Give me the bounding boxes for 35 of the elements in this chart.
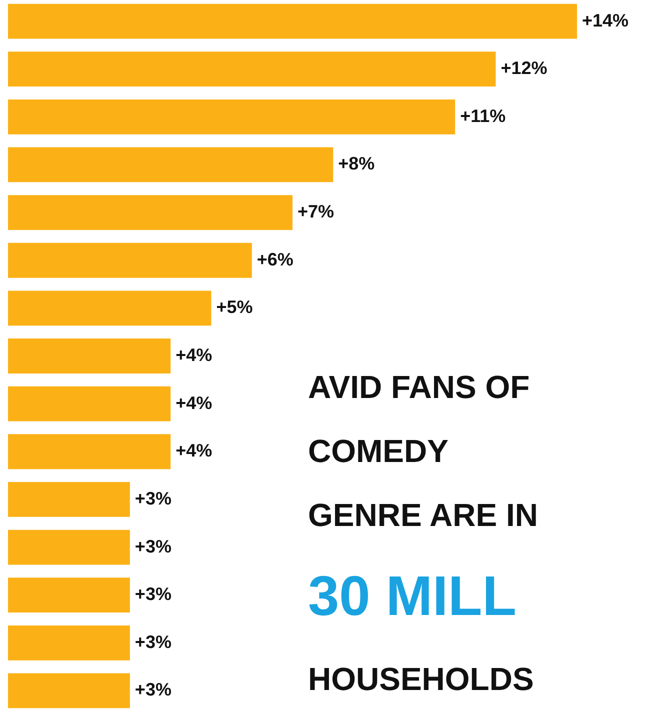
annotation: 30 MILL xyxy=(308,564,516,627)
bar xyxy=(8,147,334,182)
bar xyxy=(8,530,130,565)
data-label: +6% xyxy=(256,249,294,270)
bar xyxy=(8,673,130,708)
annotation: AVID FANS OF xyxy=(308,369,530,405)
annotation: HOUSEHOLDS xyxy=(308,661,534,697)
annotation: GENRE ARE IN xyxy=(308,497,538,533)
data-label: +11% xyxy=(460,106,506,126)
data-label: +4% xyxy=(176,345,212,365)
bar xyxy=(8,625,130,660)
data-label: +3% xyxy=(134,536,172,556)
data-label: +3% xyxy=(134,632,172,652)
data-label: +8% xyxy=(338,154,375,174)
data-label: +3% xyxy=(134,488,172,508)
data-label: +14% xyxy=(582,10,629,30)
bar xyxy=(8,338,171,374)
bar xyxy=(8,242,252,278)
bar xyxy=(8,52,496,87)
bar xyxy=(8,4,578,39)
data-label: +12% xyxy=(500,58,548,78)
bar xyxy=(8,482,130,517)
data-label: +3% xyxy=(134,584,172,604)
data-label: +5% xyxy=(216,297,253,318)
annotation: COMEDY xyxy=(308,433,448,469)
bar xyxy=(8,434,171,470)
data-label: +4% xyxy=(176,392,212,413)
data-label: +7% xyxy=(298,202,334,222)
bar xyxy=(8,99,456,134)
bar xyxy=(8,386,171,422)
data-label: +3% xyxy=(134,680,172,700)
data-label: +4% xyxy=(176,440,212,461)
bar xyxy=(8,578,130,613)
bar xyxy=(8,290,212,326)
bar xyxy=(8,195,293,230)
